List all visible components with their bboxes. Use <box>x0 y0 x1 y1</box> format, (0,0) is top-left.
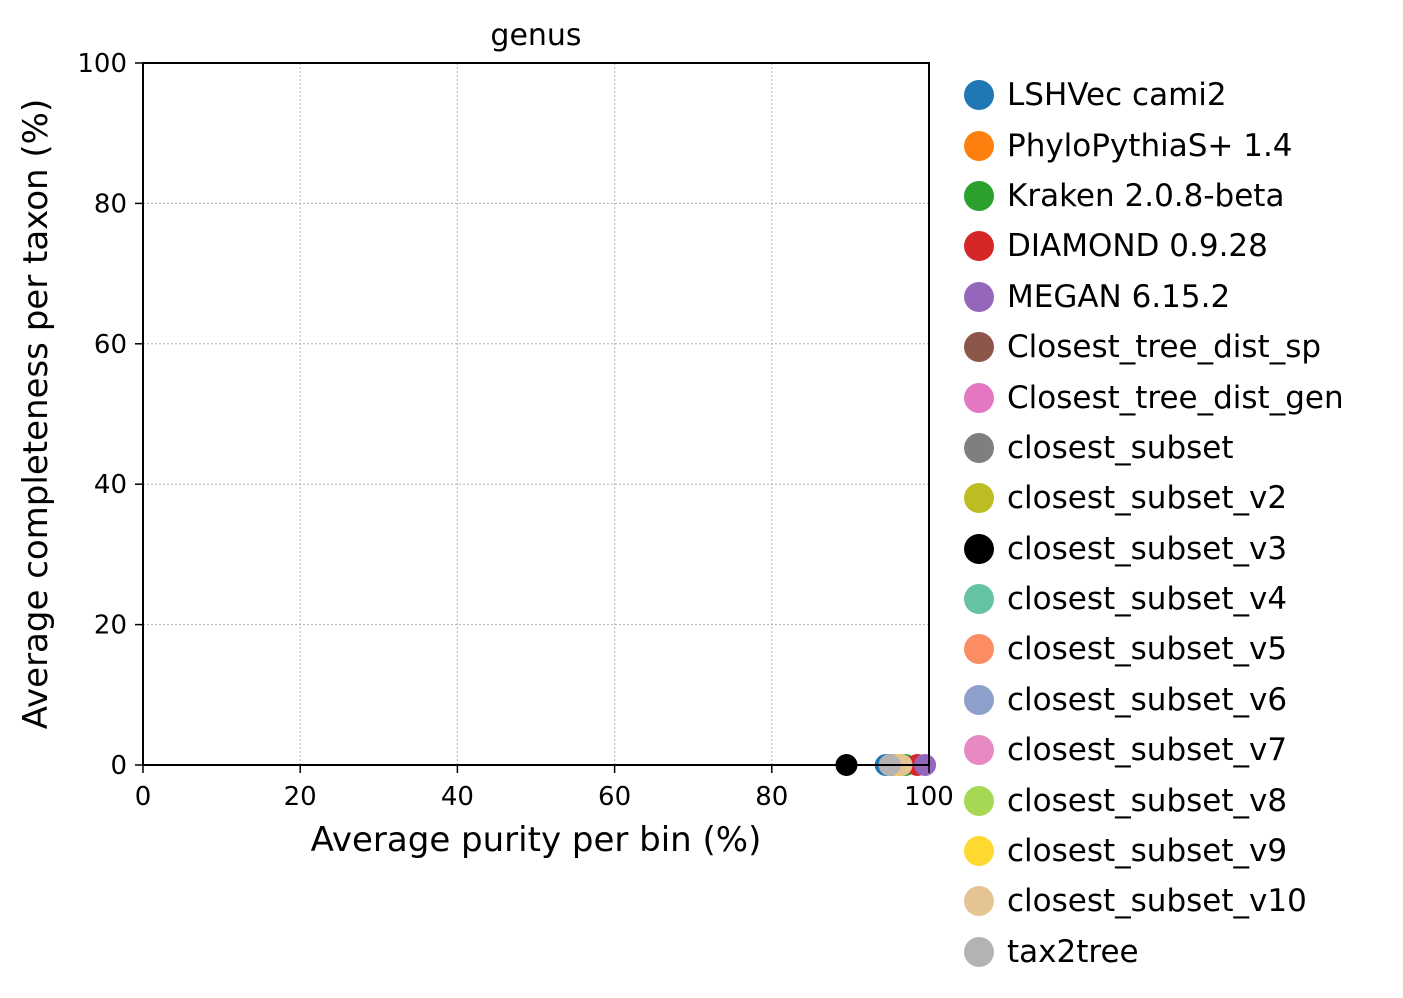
legend-item: closest_subset_v5 <box>964 624 1394 674</box>
legend-marker-icon <box>964 382 994 413</box>
legend: LSHVec cami2 PhyloPythiaS+ 1.4 Kraken 2.0.… <box>964 70 1394 977</box>
x-tick-label: 100 <box>904 782 954 812</box>
legend-marker-icon <box>964 533 994 564</box>
legend-item: closest_subset_v6 <box>964 675 1394 725</box>
legend-marker-icon <box>964 936 994 967</box>
legend-marker-icon <box>964 634 994 665</box>
legend-marker-icon <box>964 735 994 766</box>
legend-item: closest_subset_v10 <box>964 876 1394 926</box>
legend-item: closest_subset_v2 <box>964 473 1394 523</box>
legend-label: tax2tree <box>1007 933 1139 970</box>
y-axis-label: Average completeness per taxon (%) <box>16 99 56 729</box>
legend-item: Closest_tree_dist_sp <box>964 322 1394 372</box>
legend-label: closest_subset_v5 <box>1007 631 1288 668</box>
legend-marker-icon <box>964 836 994 867</box>
y-tick-label: 60 <box>94 330 127 360</box>
legend-marker-icon <box>964 80 994 111</box>
y-tick-label: 100 <box>77 49 127 79</box>
legend-marker-icon <box>964 785 994 816</box>
legend-label: closest_subset <box>1007 429 1234 466</box>
legend-label: closest_subset_v9 <box>1007 833 1288 870</box>
legend-item: tax2tree <box>964 927 1394 977</box>
x-axis-label: Average purity per bin (%) <box>311 820 762 860</box>
grid-lines <box>142 62 930 766</box>
legend-label: closest_subset_v3 <box>1007 530 1288 567</box>
legend-marker-icon <box>964 332 994 363</box>
legend-marker-icon <box>964 180 994 211</box>
legend-marker-icon <box>964 886 994 917</box>
legend-label: closest_subset_v10 <box>1007 883 1307 920</box>
legend-marker-icon <box>964 130 994 161</box>
legend-label: closest_subset_v7 <box>1007 732 1288 769</box>
legend-item: LSHVec cami2 <box>964 70 1394 120</box>
legend-label: closest_subset_v6 <box>1007 681 1288 718</box>
y-tick-label: 0 <box>110 751 127 781</box>
x-tick-label: 60 <box>598 782 631 812</box>
legend-marker-icon <box>964 584 994 615</box>
legend-marker-icon <box>964 281 994 312</box>
legend-item: closest_subset_v8 <box>964 775 1394 825</box>
x-tick-label: 80 <box>755 782 788 812</box>
legend-item: DIAMOND 0.9.28 <box>964 221 1394 271</box>
legend-item: Kraken 2.0.8-beta <box>964 171 1394 221</box>
legend-label: closest_subset_v8 <box>1007 782 1288 819</box>
y-tick-label: 20 <box>94 611 127 641</box>
y-axis-ticks: 0 20 40 60 80 100 <box>77 49 143 781</box>
x-tick-label: 0 <box>135 782 152 812</box>
legend-item: MEGAN 6.15.2 <box>964 272 1394 322</box>
legend-marker-icon <box>964 231 994 262</box>
legend-marker-icon <box>964 483 994 514</box>
x-tick-label: 20 <box>284 782 317 812</box>
legend-label: LSHVec cami2 <box>1007 77 1227 114</box>
legend-label: Closest_tree_dist_gen <box>1007 379 1344 416</box>
legend-label: Closest_tree_dist_sp <box>1007 329 1322 366</box>
legend-item: closest_subset <box>964 423 1394 473</box>
legend-item: PhyloPythiaS+ 1.4 <box>964 120 1394 170</box>
x-axis-ticks: 0 20 40 60 80 100 <box>135 765 954 812</box>
legend-item: Closest_tree_dist_gen <box>964 372 1394 422</box>
legend-item: closest_subset_v4 <box>964 574 1394 624</box>
legend-label: DIAMOND 0.9.28 <box>1007 228 1268 265</box>
legend-label: MEGAN 6.15.2 <box>1007 278 1231 315</box>
chart-title: genus <box>490 18 581 53</box>
legend-marker-icon <box>964 684 994 715</box>
plot-frame <box>142 62 930 766</box>
y-tick-label: 40 <box>94 470 127 500</box>
y-tick-label: 80 <box>94 189 127 219</box>
legend-item: closest_subset_v3 <box>964 524 1394 574</box>
legend-item: closest_subset_v7 <box>964 725 1394 775</box>
legend-label: closest_subset_v4 <box>1007 581 1288 618</box>
x-tick-label: 40 <box>441 782 474 812</box>
legend-label: Kraken 2.0.8-beta <box>1007 177 1285 214</box>
legend-marker-icon <box>964 432 994 463</box>
legend-label: PhyloPythiaS+ 1.4 <box>1007 127 1293 164</box>
legend-label: closest_subset_v2 <box>1007 480 1288 517</box>
legend-item: closest_subset_v9 <box>964 826 1394 876</box>
